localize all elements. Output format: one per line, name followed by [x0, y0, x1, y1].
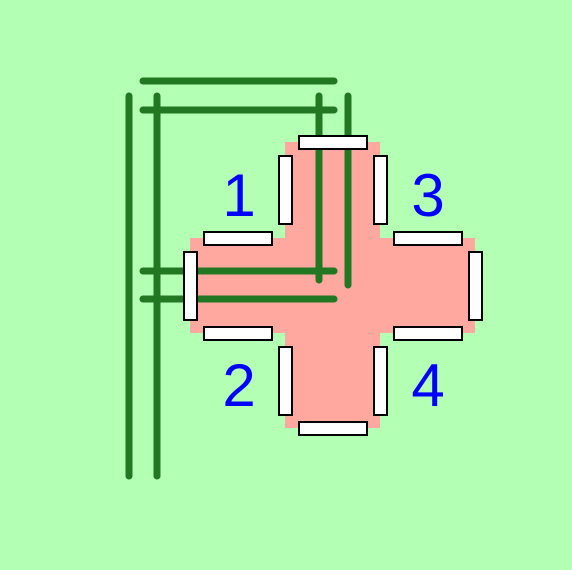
bar-q1-horizontal [203, 231, 273, 246]
bar-right [468, 251, 483, 321]
bar-left [183, 251, 198, 321]
bar-q2-vertical [278, 346, 293, 416]
bar-q4-horizontal [393, 326, 463, 341]
bar-bottom [298, 421, 368, 436]
quadrant-label-3: 3 [411, 162, 444, 229]
bar-q1-vertical [278, 155, 293, 225]
quadrant-label-4: 4 [411, 352, 444, 419]
bar-top [298, 135, 368, 150]
bar-q2-horizontal [203, 326, 273, 341]
bar-q3-vertical [373, 155, 388, 225]
green-lines [125, 77, 352, 480]
cross-region [190, 142, 475, 428]
quadrant-label-2: 2 [222, 352, 255, 419]
bar-q3-horizontal [393, 231, 463, 246]
bar-q4-vertical [373, 346, 388, 416]
quadrant-label-1: 1 [222, 162, 255, 229]
quadrant-labels: 1 3 2 4 [222, 162, 444, 419]
white-bars [183, 135, 483, 436]
